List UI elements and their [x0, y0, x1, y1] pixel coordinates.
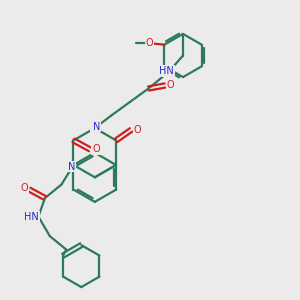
Text: N: N: [93, 122, 100, 132]
Text: O: O: [133, 125, 141, 135]
Text: HN: HN: [159, 66, 174, 76]
Text: N: N: [68, 161, 76, 172]
Text: O: O: [20, 183, 28, 193]
Text: O: O: [146, 38, 153, 48]
Text: N: N: [91, 123, 98, 133]
Text: O: O: [92, 144, 100, 154]
Text: O: O: [167, 80, 174, 91]
Text: HN: HN: [24, 212, 39, 222]
